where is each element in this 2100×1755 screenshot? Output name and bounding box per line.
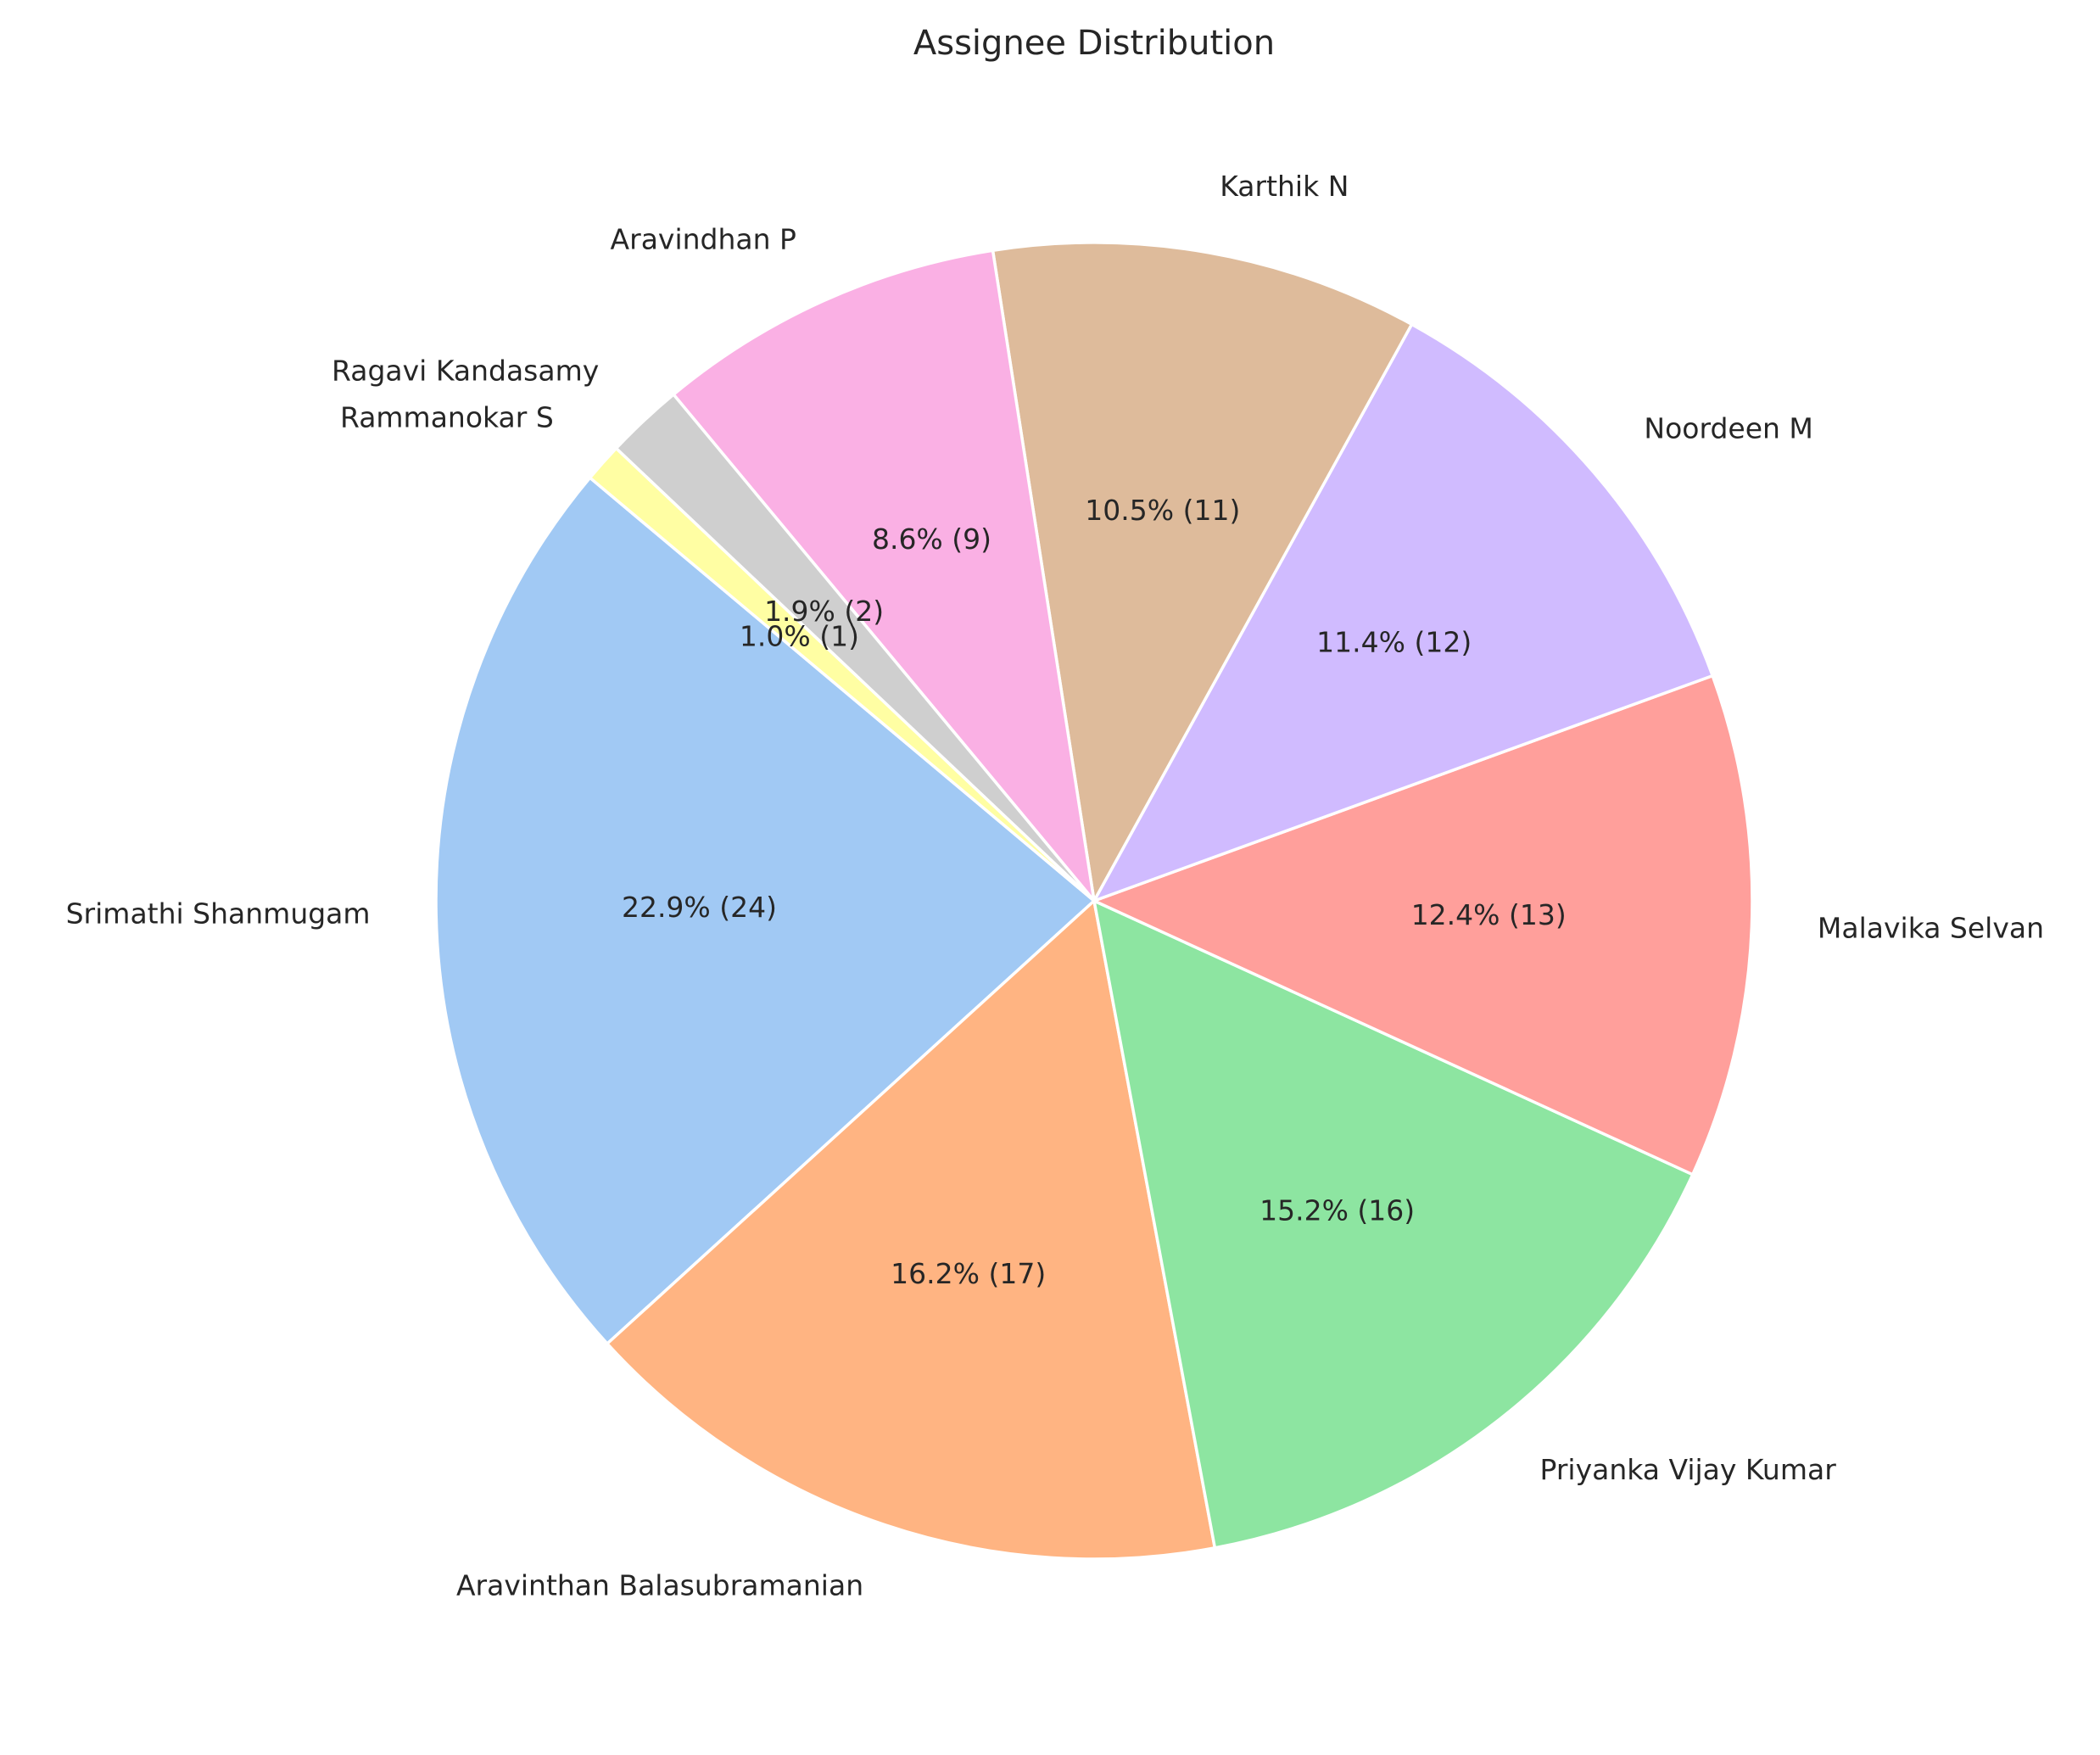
pie-slice-aravindhan-p bbox=[672, 249, 1096, 903]
slice-pct-label-ragavi-kandasamy: 1.9% (2) bbox=[764, 595, 884, 628]
slice-label-ragavi-kandasamy: Ragavi Kandasamy bbox=[332, 355, 599, 388]
slice-pct-label-rammanokar-s: 1.0% (1) bbox=[740, 620, 859, 653]
slice-label-srimathi-shanmugam: Srimathi Shanmugam bbox=[66, 897, 371, 931]
slice-pct-label-malavika-selvan: 12.4% (13) bbox=[1411, 898, 1567, 931]
pie-slice-priyanka-vijay-kumar bbox=[1092, 899, 1695, 1550]
slice-label-malavika-selvan: Malavika Selvan bbox=[1818, 912, 2044, 945]
pie-slice-malavika-selvan bbox=[1092, 673, 1754, 1177]
slice-pct-label-srimathi-shanmugam: 22.9% (24) bbox=[622, 891, 777, 924]
slice-label-rammanokar-s: Rammanokar S bbox=[340, 401, 554, 434]
pie-labels: Srimathi Shanmugam 22.9% (24) Aravinthan B… bbox=[66, 170, 2044, 1602]
pie-slice-aravinthan-balasubramanian bbox=[606, 899, 1217, 1561]
pie-slice-rammanokar-s bbox=[588, 446, 1096, 903]
slice-label-noordeen-m: Noordeen M bbox=[1644, 411, 1812, 444]
slice-label-priyanka-vijay-kumar: Priyanka Vijay Kumar bbox=[1540, 1453, 1837, 1486]
slice-pct-label-karthik-n: 10.5% (11) bbox=[1085, 494, 1240, 527]
slice-pct-label-noordeen-m: 11.4% (12) bbox=[1316, 626, 1472, 659]
slice-label-aravindhan-p: Aravindhan P bbox=[611, 222, 796, 255]
pie-slice-karthik-n bbox=[991, 241, 1414, 903]
pie-wedges bbox=[434, 241, 1754, 1561]
slice-pct-label-aravindhan-p: 8.6% (9) bbox=[872, 523, 991, 556]
slice-label-karthik-n: Karthik N bbox=[1220, 170, 1349, 203]
pie-slice-srimathi-shanmugam bbox=[434, 476, 1096, 1345]
pie-slice-noordeen-m bbox=[1092, 322, 1714, 903]
slice-pct-label-priyanka-vijay-kumar: 15.2% (16) bbox=[1259, 1193, 1415, 1227]
slice-pct-label-aravinthan-balasubramanian: 16.2% (17) bbox=[891, 1257, 1046, 1290]
chart-title: Assignee Distribution bbox=[913, 24, 1275, 63]
slice-label-aravinthan-balasubramanian: Aravinthan Balasubramanian bbox=[456, 1569, 863, 1602]
